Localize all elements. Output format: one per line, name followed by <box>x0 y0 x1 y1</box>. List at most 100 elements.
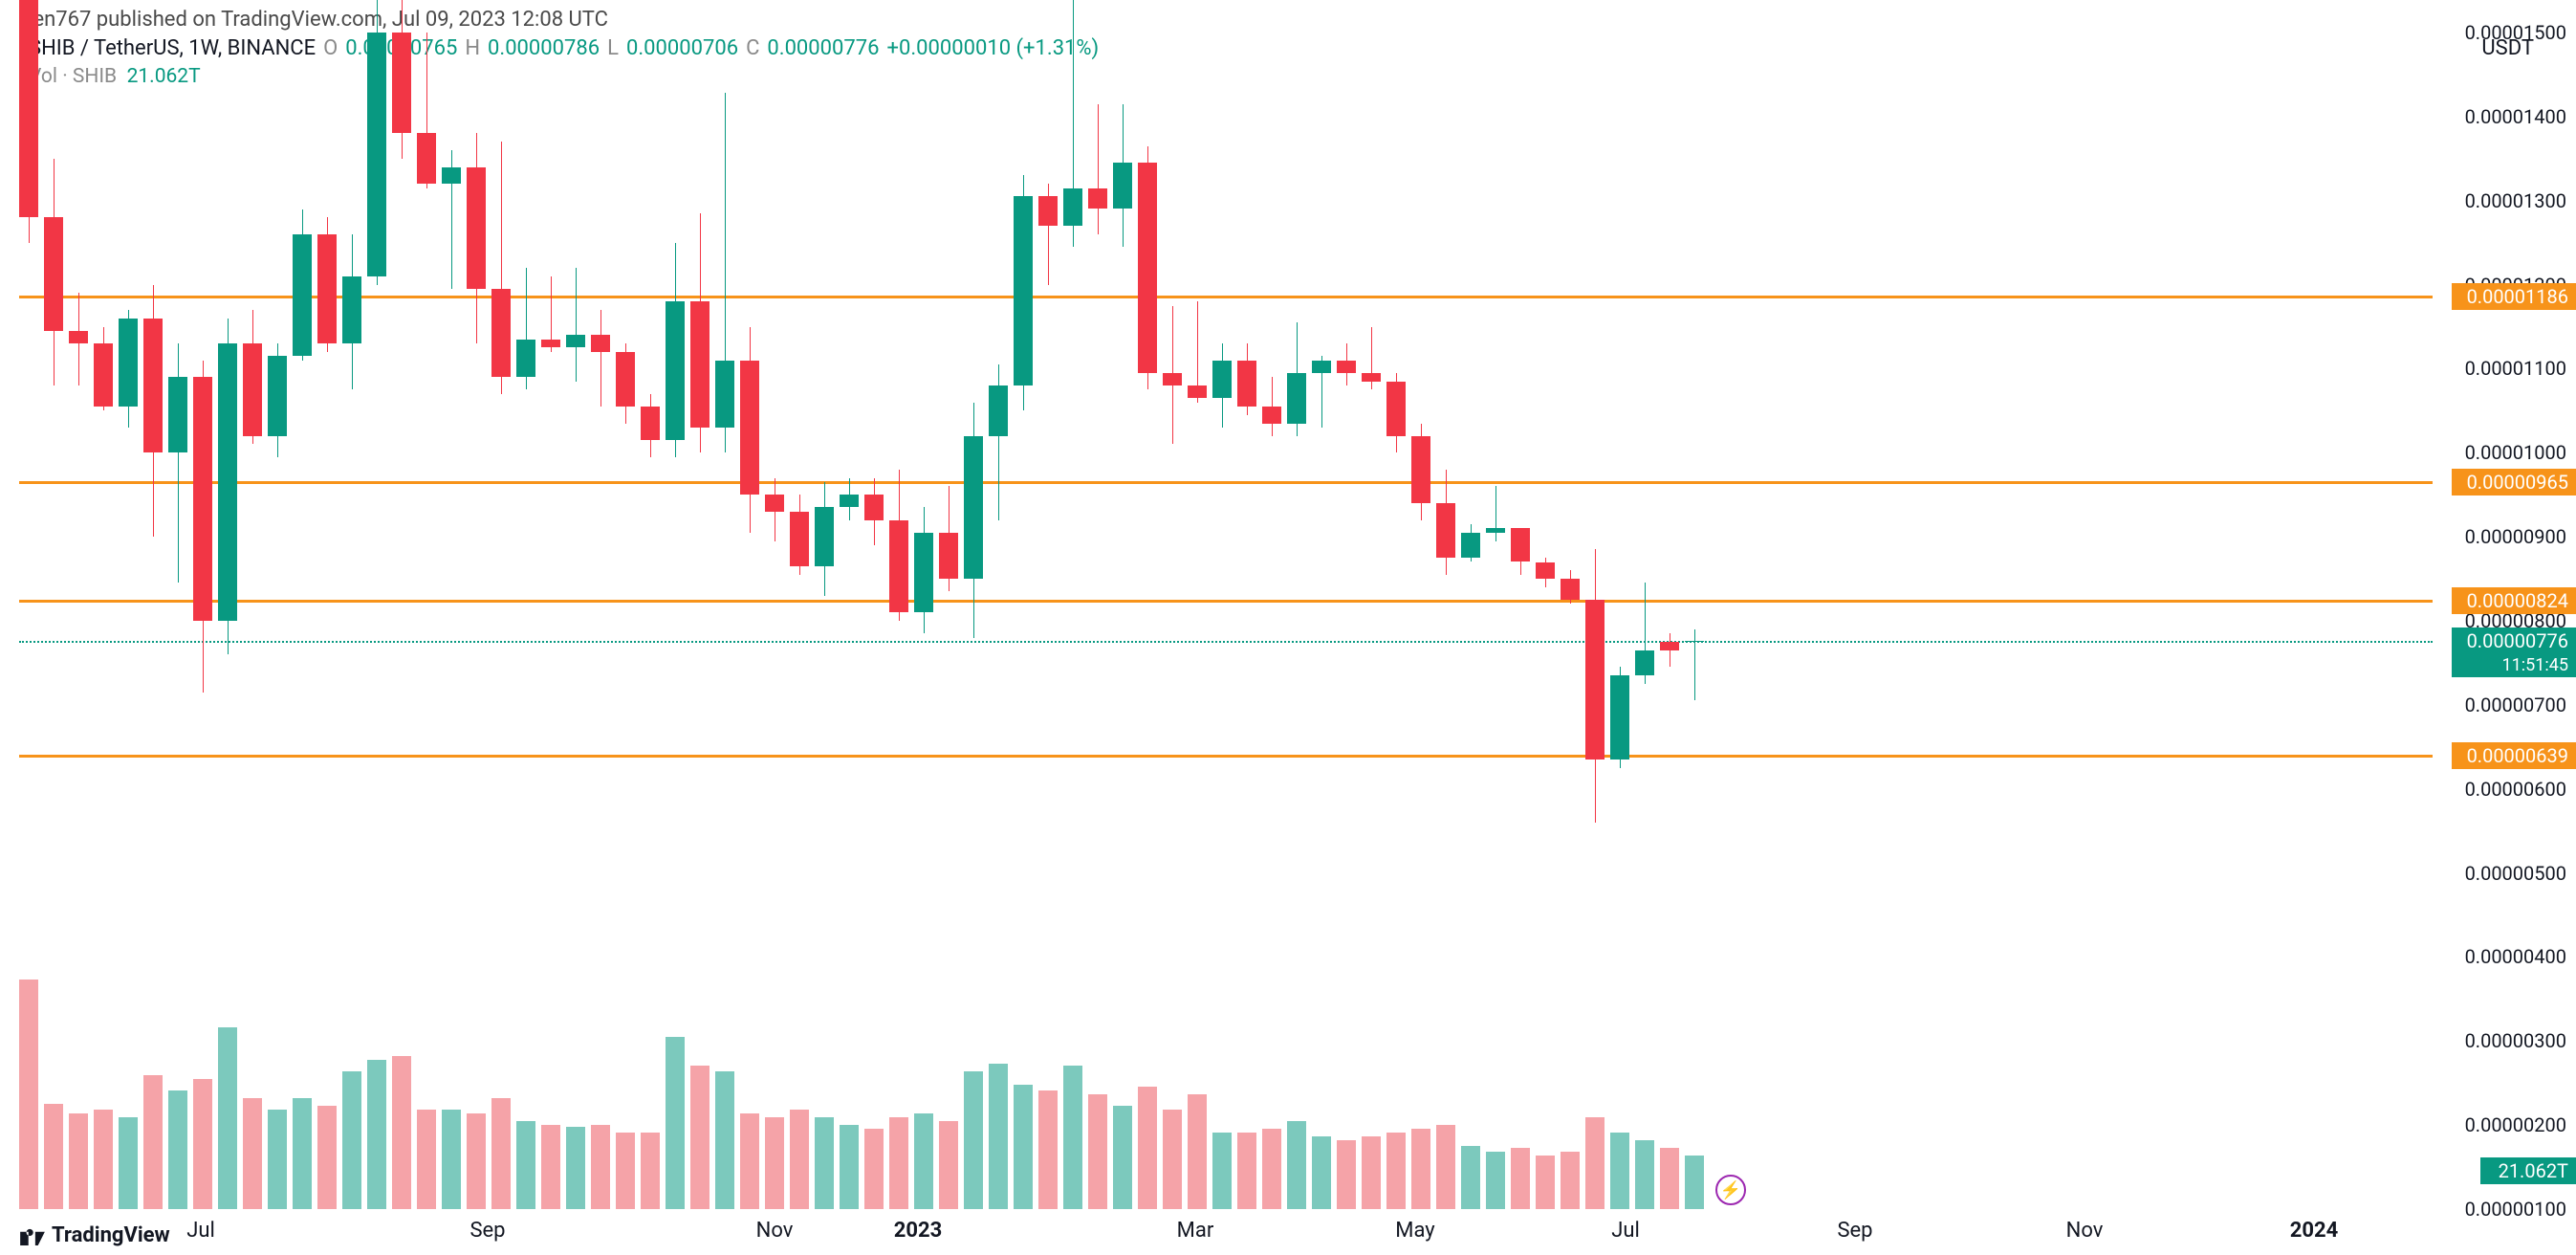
volume-bar[interactable] <box>1511 1148 1530 1209</box>
candle-body[interactable] <box>1212 361 1232 399</box>
candle-body[interactable] <box>1436 503 1455 558</box>
candle-body[interactable] <box>69 331 88 343</box>
volume-bar[interactable] <box>1561 1152 1580 1209</box>
candle-body[interactable] <box>715 361 734 428</box>
candle-body[interactable] <box>467 167 486 289</box>
candle-body[interactable] <box>1685 641 1704 642</box>
volume-bar[interactable] <box>293 1098 312 1209</box>
candle-body[interactable] <box>19 0 38 217</box>
price-axis[interactable]: 0.000015000.000014000.000013000.00001200… <box>2433 33 2576 1209</box>
candle-body[interactable] <box>94 343 113 407</box>
volume-bar[interactable] <box>1088 1094 1107 1209</box>
candle-body[interactable] <box>317 234 337 343</box>
volume-bar[interactable] <box>690 1066 709 1209</box>
candle-body[interactable] <box>989 385 1008 436</box>
candle-body[interactable] <box>1188 385 1207 398</box>
volume-bar[interactable] <box>1486 1152 1505 1209</box>
candle-body[interactable] <box>1362 373 1381 382</box>
volume-bar[interactable] <box>168 1090 187 1209</box>
volume-bar[interactable] <box>790 1110 809 1209</box>
horizontal-level-line[interactable] <box>19 600 2433 603</box>
volume-bar[interactable] <box>1237 1133 1256 1209</box>
volume-bar[interactable] <box>1635 1140 1654 1209</box>
volume-bar[interactable] <box>1063 1066 1082 1209</box>
volume-bar[interactable] <box>666 1037 685 1209</box>
volume-bar[interactable] <box>44 1104 63 1209</box>
volume-bar[interactable] <box>914 1113 933 1209</box>
volume-bar[interactable] <box>989 1064 1008 1209</box>
candle-body[interactable] <box>392 33 411 133</box>
volume-bar[interactable] <box>491 1098 511 1209</box>
candle-body[interactable] <box>1635 650 1654 675</box>
volume-bar[interactable] <box>740 1113 759 1209</box>
volume-bar[interactable] <box>317 1106 337 1209</box>
candle-body[interactable] <box>342 276 361 343</box>
candle-body[interactable] <box>516 340 535 378</box>
horizontal-level-line[interactable] <box>19 755 2433 758</box>
volume-bar[interactable] <box>19 980 38 1209</box>
volume-bar[interactable] <box>467 1113 486 1209</box>
volume-bar[interactable] <box>516 1121 535 1209</box>
volume-bar[interactable] <box>765 1117 784 1209</box>
volume-bar[interactable] <box>1461 1146 1480 1209</box>
candle-body[interactable] <box>790 512 809 566</box>
candle-body[interactable] <box>889 520 908 613</box>
candle-body[interactable] <box>119 319 138 407</box>
candle-body[interactable] <box>939 533 958 579</box>
volume-bar[interactable] <box>1212 1133 1232 1209</box>
volume-bar[interactable] <box>864 1129 884 1209</box>
volume-bar[interactable] <box>1038 1090 1058 1209</box>
candle-body[interactable] <box>1511 528 1530 561</box>
candle-body[interactable] <box>914 533 933 612</box>
volume-bar[interactable] <box>566 1127 585 1209</box>
candle-body[interactable] <box>1461 533 1480 558</box>
candle-body[interactable] <box>1163 373 1182 385</box>
candle-body[interactable] <box>964 436 983 579</box>
candle-body[interactable] <box>1486 528 1505 532</box>
candle-body[interactable] <box>1063 188 1082 227</box>
candle-body[interactable] <box>765 495 784 512</box>
price-chart-area[interactable]: ⚡ <box>19 33 2433 1209</box>
volume-bar[interactable] <box>218 1027 237 1209</box>
candle-body[interactable] <box>541 340 560 348</box>
candle-body[interactable] <box>815 507 834 566</box>
volume-bar[interactable] <box>1362 1136 1381 1209</box>
volume-bar[interactable] <box>268 1110 287 1209</box>
volume-bar[interactable] <box>1610 1133 1629 1209</box>
candle-body[interactable] <box>143 319 163 453</box>
volume-bar[interactable] <box>1411 1129 1430 1209</box>
candle-body[interactable] <box>491 289 511 377</box>
candle-body[interactable] <box>1287 373 1306 424</box>
volume-bar[interactable] <box>1188 1094 1207 1209</box>
volume-bar[interactable] <box>815 1117 834 1209</box>
volume-bar[interactable] <box>1287 1121 1306 1209</box>
candle-body[interactable] <box>641 407 660 440</box>
volume-bar[interactable] <box>442 1110 461 1209</box>
candle-body[interactable] <box>417 133 436 184</box>
candle-body[interactable] <box>293 234 312 356</box>
candle-body[interactable] <box>1113 163 1132 209</box>
candle-body[interactable] <box>44 217 63 331</box>
candle-body[interactable] <box>864 495 884 519</box>
volume-bar[interactable] <box>1113 1106 1132 1209</box>
candle-body[interactable] <box>1038 196 1058 226</box>
volume-bar[interactable] <box>342 1071 361 1209</box>
volume-bar[interactable] <box>641 1133 660 1209</box>
candle-body[interactable] <box>1337 361 1356 373</box>
volume-bar[interactable] <box>541 1125 560 1209</box>
candle-body[interactable] <box>616 352 635 407</box>
candle-body[interactable] <box>168 377 187 452</box>
candle-body[interactable] <box>1088 188 1107 209</box>
candle-body[interactable] <box>566 335 585 347</box>
volume-bar[interactable] <box>1685 1156 1704 1209</box>
volume-bar[interactable] <box>840 1125 859 1209</box>
candle-body[interactable] <box>666 301 685 440</box>
candle-body[interactable] <box>1561 579 1580 600</box>
candle-body[interactable] <box>1138 163 1157 373</box>
candle-body[interactable] <box>591 335 610 352</box>
volume-bar[interactable] <box>417 1110 436 1209</box>
volume-bar[interactable] <box>1138 1087 1157 1209</box>
candle-body[interactable] <box>218 343 237 621</box>
volume-bar[interactable] <box>1163 1110 1182 1209</box>
candle-body[interactable] <box>367 33 386 276</box>
